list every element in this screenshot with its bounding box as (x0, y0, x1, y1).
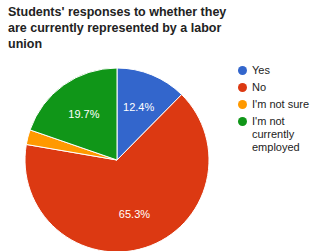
html-text:Yes: Yes (252, 64, 270, 76)
html-text:I'm not currently employed: I'm not currently employed (252, 115, 300, 153)
html-text:I'm not sure: I'm not sure (252, 98, 310, 110)
svg-text:12.4%: 12.4% (123, 101, 154, 113)
svg-text:19.7%: 19.7% (68, 108, 99, 120)
svg-text:65.3%: 65.3% (119, 208, 150, 220)
html-text:Students' responses to whether: Students' responses to whether they are … (8, 5, 227, 51)
html-text:No: No (252, 81, 267, 93)
